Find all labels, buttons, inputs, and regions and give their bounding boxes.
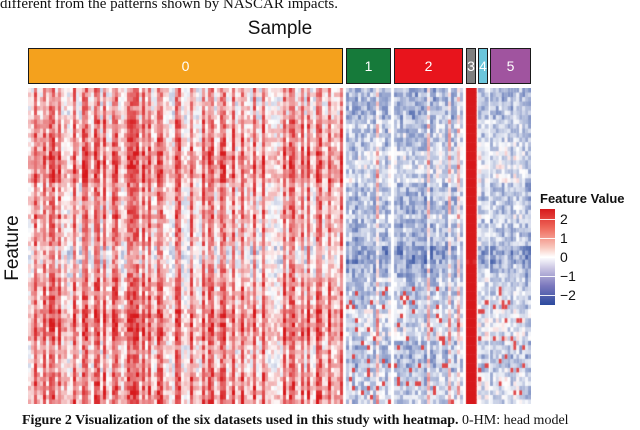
- legend-tick-mark: [540, 295, 555, 296]
- heatmap-body: [28, 88, 531, 404]
- caption-bold: Figure 2 Visualization of the six datase…: [22, 413, 459, 428]
- sample-group-0: 0: [28, 48, 343, 84]
- sample-group-4: 4: [478, 48, 488, 84]
- sample-group-1: 1: [346, 48, 391, 84]
- legend-tick-mark: [540, 257, 555, 258]
- legend-tick-mark: [540, 276, 555, 277]
- caption-text: 0-HM: head model: [458, 413, 569, 428]
- preceding-body-text: different from the patterns shown by NAS…: [0, 0, 339, 12]
- legend-tick-label: 1: [560, 230, 568, 246]
- legend-tick-mark: [540, 238, 555, 239]
- figure-caption: Figure 2 Visualization of the six datase…: [22, 413, 569, 429]
- sample-group-2: 2: [394, 48, 463, 84]
- y-axis-label: Feature: [2, 215, 23, 281]
- legend-tick-label: 0: [560, 249, 568, 265]
- column-annotation-title: Sample: [247, 18, 313, 39]
- legend-tick-label: −1: [560, 268, 576, 284]
- legend-color-bar: [540, 209, 555, 305]
- legend-tick-label: −2: [560, 287, 576, 303]
- sample-group-5: 5: [490, 48, 531, 84]
- legend-tick-label: 2: [560, 211, 568, 227]
- color-legend: Feature Value 2 1 0 −1 −2: [540, 191, 625, 305]
- sample-group-3: 3: [466, 48, 476, 84]
- legend-title: Feature Value: [540, 191, 625, 206]
- legend-tick-mark: [540, 219, 555, 220]
